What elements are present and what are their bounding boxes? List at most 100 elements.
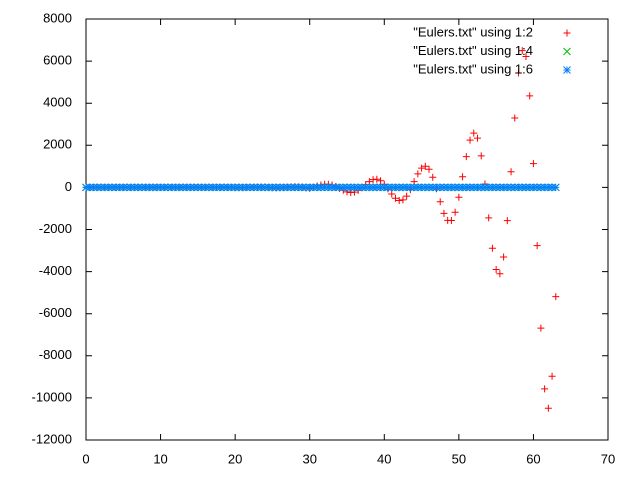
data-point	[194, 183, 202, 192]
data-point	[156, 183, 165, 192]
data-point	[447, 183, 456, 192]
data-point	[261, 183, 269, 192]
data-point	[253, 183, 262, 192]
x-tick-label: 60	[526, 451, 540, 466]
data-point	[186, 183, 195, 192]
data-point	[548, 372, 556, 380]
y-tick-label: -2000	[39, 221, 72, 236]
data-point	[395, 183, 404, 192]
data-point	[343, 183, 351, 192]
data-point	[328, 183, 336, 192]
data-point	[488, 183, 497, 192]
data-point	[466, 183, 474, 192]
data-point	[511, 114, 519, 122]
data-point	[89, 183, 98, 192]
data-point	[451, 183, 459, 192]
data-point	[365, 183, 374, 192]
data-point	[481, 183, 489, 192]
data-point	[298, 183, 307, 192]
data-point	[387, 183, 396, 192]
data-point	[503, 183, 512, 192]
data-point	[399, 183, 407, 192]
data-point	[529, 160, 537, 168]
data-point	[418, 164, 426, 172]
data-point	[182, 183, 191, 192]
data-point	[421, 162, 429, 170]
data-point	[436, 183, 445, 192]
data-point	[264, 183, 273, 192]
data-point	[152, 183, 161, 192]
y-tick-label: -4000	[39, 263, 72, 278]
data-point	[138, 183, 146, 192]
data-point	[492, 183, 500, 192]
data-point	[425, 165, 433, 173]
data-point	[279, 183, 288, 192]
data-point	[500, 253, 508, 261]
data-point	[391, 183, 400, 192]
data-point	[388, 190, 396, 198]
data-point	[93, 183, 102, 192]
data-point	[134, 183, 143, 192]
data-point	[525, 183, 534, 192]
data-point	[350, 183, 359, 192]
data-point	[85, 183, 94, 192]
data-point	[384, 183, 392, 192]
data-point	[268, 183, 277, 192]
data-point	[380, 183, 389, 192]
data-point	[391, 194, 399, 202]
y-tick-label: -8000	[39, 347, 72, 362]
data-point	[417, 183, 426, 192]
data-point	[108, 183, 116, 192]
data-point	[238, 183, 247, 192]
data-point	[425, 183, 433, 192]
data-point	[246, 183, 254, 192]
data-point	[552, 293, 560, 301]
data-point	[377, 177, 385, 185]
data-point	[171, 183, 180, 192]
data-point	[522, 183, 530, 192]
legend-label: "Eulers.txt" using 1:4	[413, 43, 533, 58]
x-tick-label: 0	[82, 451, 89, 466]
data-point	[469, 183, 478, 192]
data-point	[335, 183, 344, 192]
data-point	[414, 170, 422, 178]
data-point	[111, 183, 120, 192]
data-point	[477, 152, 485, 160]
data-point	[458, 183, 467, 192]
data-point	[272, 183, 281, 192]
data-point	[514, 183, 523, 192]
legend-marker	[563, 66, 571, 74]
data-point	[455, 193, 463, 201]
data-point	[354, 183, 363, 192]
data-point	[470, 129, 478, 137]
data-point	[541, 385, 549, 393]
data-point	[440, 209, 448, 217]
data-point	[402, 183, 411, 192]
data-point	[212, 183, 221, 192]
data-point	[309, 183, 318, 192]
data-point	[462, 153, 470, 161]
data-point	[551, 183, 560, 192]
data-point	[428, 183, 437, 192]
plot-frame	[85, 18, 609, 441]
legend-marker	[563, 29, 571, 37]
data-point	[294, 183, 303, 192]
x-tick-label: 40	[377, 451, 391, 466]
data-point	[123, 183, 131, 192]
data-point	[410, 183, 418, 192]
data-point	[522, 52, 530, 60]
data-point	[515, 69, 523, 77]
data-point	[115, 183, 124, 192]
data-point	[399, 196, 407, 204]
data-point	[473, 183, 482, 192]
y-tick-label: -12000	[32, 431, 72, 446]
data-point	[164, 183, 172, 192]
data-point	[235, 183, 243, 192]
data-point	[421, 183, 430, 192]
data-point	[167, 183, 176, 192]
data-point	[324, 183, 333, 192]
data-point	[313, 183, 322, 192]
data-point	[220, 183, 228, 192]
x-tick-label: 10	[153, 451, 167, 466]
data-point	[205, 183, 213, 192]
